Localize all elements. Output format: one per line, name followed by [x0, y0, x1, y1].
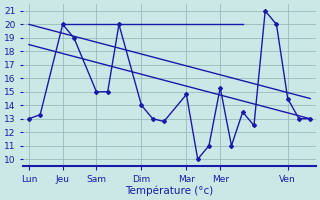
- X-axis label: Température (°c): Température (°c): [125, 185, 214, 196]
